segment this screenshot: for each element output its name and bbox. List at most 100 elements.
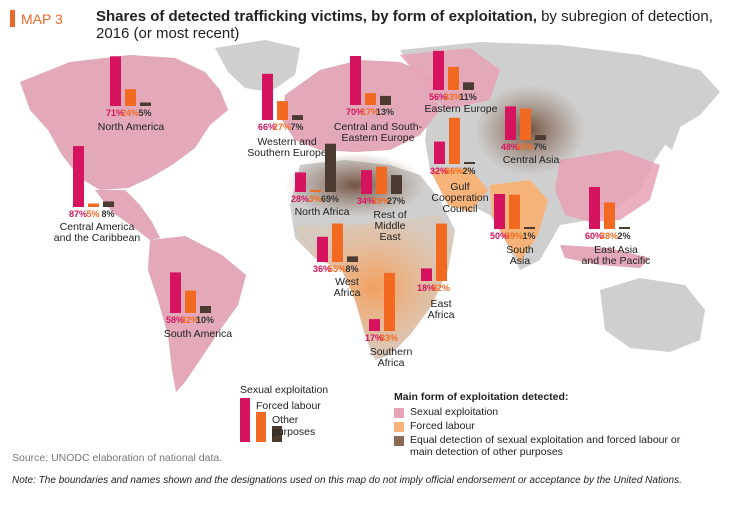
pct-other: 2% bbox=[617, 231, 630, 241]
region-label: East bbox=[430, 298, 451, 310]
pct-other: 7% bbox=[290, 122, 303, 132]
pct-sexual: 66% bbox=[258, 122, 276, 132]
region-label: Southern Europe bbox=[247, 147, 327, 159]
region-label: and the Pacific bbox=[582, 255, 651, 267]
pct-sexual: 28% bbox=[291, 194, 309, 204]
pct-sexual: 18% bbox=[417, 283, 435, 293]
region-label: Southern bbox=[370, 346, 413, 358]
bar-other bbox=[292, 115, 303, 120]
region-label: East Asia bbox=[594, 244, 638, 256]
pct-other: 7% bbox=[533, 142, 546, 152]
map-title: Shares of detected trafficking victims, … bbox=[96, 8, 736, 42]
pct-forced: 55% bbox=[328, 264, 346, 274]
bar-other bbox=[524, 227, 535, 229]
bar-legend-other: Other purposes bbox=[272, 414, 316, 438]
legend-label-forced: Forced labour bbox=[410, 420, 475, 432]
map-tag-label: MAP 3 bbox=[21, 10, 63, 27]
bar-sexual bbox=[434, 141, 445, 164]
pct-sexual: 32% bbox=[430, 166, 448, 176]
bar-sexual bbox=[170, 272, 181, 313]
region-label: Rest of bbox=[373, 209, 406, 221]
japan bbox=[662, 110, 680, 150]
pct-forced: 17% bbox=[361, 107, 379, 117]
pct-sexual: 48% bbox=[501, 142, 519, 152]
bar-sexual bbox=[73, 146, 84, 207]
bar-other bbox=[200, 306, 211, 313]
bar-other bbox=[464, 162, 475, 164]
bar-other bbox=[347, 256, 358, 262]
region-label: Cooperation bbox=[431, 192, 488, 204]
main-form-legend-heading: Main form of exploitation detected: bbox=[394, 391, 569, 403]
bar-other bbox=[619, 227, 630, 229]
pct-forced: 3% bbox=[308, 194, 321, 204]
region-label: Central America bbox=[60, 221, 135, 233]
region-label: South America bbox=[164, 328, 232, 340]
bar-sexual bbox=[350, 56, 361, 105]
bar-forced bbox=[332, 223, 343, 262]
pct-forced: 32% bbox=[181, 315, 199, 325]
legend-row-forced: Forced labour bbox=[394, 420, 680, 432]
region-label: Middle bbox=[375, 220, 406, 232]
legend-row-sexual: Sexual exploitation bbox=[394, 406, 680, 418]
zone-sexual-americas bbox=[20, 55, 228, 190]
bar-forced bbox=[520, 108, 531, 140]
pct-forced: 66% bbox=[445, 166, 463, 176]
bar-forced bbox=[604, 202, 615, 229]
pct-sexual: 50% bbox=[490, 231, 508, 241]
pct-sexual: 60% bbox=[585, 231, 603, 241]
pct-sexual: 34% bbox=[357, 196, 375, 206]
bar-forced bbox=[125, 89, 136, 106]
bar-other bbox=[535, 135, 546, 140]
region-label: Africa bbox=[428, 309, 455, 321]
pct-forced: 27% bbox=[273, 122, 291, 132]
region-central-asia: 48%45% 7% Central Asia bbox=[501, 106, 559, 166]
region-label: Central Asia bbox=[503, 154, 560, 166]
map-title-rest: by subregion of detection, 2016 (or most… bbox=[96, 8, 713, 42]
bar-forced bbox=[277, 101, 288, 120]
bar-sexual bbox=[433, 50, 444, 90]
pct-forced: 33% bbox=[444, 92, 462, 102]
pct-forced: 45% bbox=[516, 142, 534, 152]
bar-legend-sexual: Sexual exploitation bbox=[240, 384, 329, 396]
region-label: Gulf bbox=[450, 181, 469, 193]
pct-other: 13% bbox=[376, 107, 394, 117]
pct-forced: 5% bbox=[86, 209, 99, 219]
source-note: Source: UNODC elaboration of national da… bbox=[12, 452, 223, 464]
map-title-bold: Shares of detected trafficking victims, … bbox=[96, 8, 537, 25]
region-north-africa: 28% 3% 69% North Africa bbox=[291, 143, 350, 218]
pct-sexual: 87% bbox=[69, 209, 87, 219]
pct-forced: 38% bbox=[600, 231, 618, 241]
legend-row-mixed: Equal detection of sexual exploitation a… bbox=[394, 434, 680, 458]
bar-legend: Sexual exploitation Forced labour Other … bbox=[240, 384, 328, 442]
pct-sexual: 56% bbox=[429, 92, 447, 102]
pct-sexual: 17% bbox=[365, 333, 383, 343]
pct-other: 5% bbox=[138, 108, 151, 118]
legend-label-sexual: Sexual exploitation bbox=[410, 406, 499, 418]
pct-sexual: 71% bbox=[106, 108, 124, 118]
region-label: North America bbox=[98, 121, 165, 133]
bar-other bbox=[380, 95, 391, 105]
region-label: West bbox=[335, 276, 359, 288]
disclaimer-note: Note: The boundaries and names shown and… bbox=[12, 475, 682, 486]
bar-sexual bbox=[110, 56, 121, 106]
region-label: Eastern Europe bbox=[425, 103, 498, 115]
bar-forced bbox=[448, 66, 459, 90]
pct-other: 10% bbox=[196, 315, 214, 325]
zone-sexual-east-asia bbox=[555, 150, 660, 222]
region-label: Western and bbox=[257, 136, 316, 148]
pct-other: 69% bbox=[321, 194, 339, 204]
pct-forced: 83% bbox=[380, 333, 398, 343]
zone-forced-gcc bbox=[430, 168, 488, 212]
bar-sexual bbox=[369, 319, 380, 331]
region-eastern-europe: 56%33%11%Eastern Europe bbox=[425, 50, 498, 115]
pct-other: 11% bbox=[459, 92, 477, 102]
legend-label-mixed: Equal detection of sexual exploitation a… bbox=[410, 434, 680, 458]
